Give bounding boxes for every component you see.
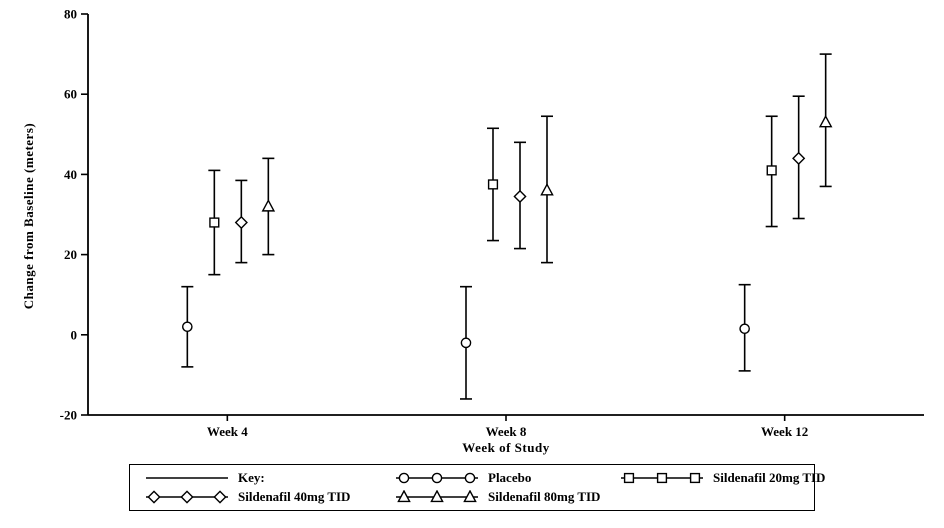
diamond-icon (213, 489, 227, 504)
legend-item-sildenafil-80mg-swatch (394, 489, 480, 504)
errorbar-circle-week-12-marker (739, 323, 750, 335)
legend-item-sildenafil-40mg: Sildenafil 40mg TID (144, 489, 394, 505)
y-tick-label: 40 (64, 167, 77, 182)
square-legend-swatch (621, 472, 703, 483)
triangle-icon (397, 489, 411, 502)
y-tick-label: 0 (71, 327, 78, 342)
triangle-icon (430, 489, 444, 502)
legend-item-placebo-swatch (394, 471, 480, 485)
circle-icon (398, 472, 410, 483)
legend-item-sildenafil-80mg: Sildenafil 80mg TID (394, 489, 619, 505)
circle-legend-swatch (396, 472, 478, 483)
errorbar-square-week-12-marker (766, 165, 777, 176)
errorbar-circle-week-8-marker (460, 337, 472, 349)
errorbar-diamond-week-8-marker (513, 189, 527, 204)
legend-item-sildenafil-80mg-label: Sildenafil 80mg TID (488, 488, 601, 504)
x-axis-title: Week of Study (462, 440, 550, 455)
y-tick-label: 80 (64, 7, 77, 22)
errorbar-triangle-week-4-marker (261, 199, 276, 212)
y-tick-label: 20 (64, 247, 77, 262)
legend-item-sildenafil-40mg-label: Sildenafil 40mg TID (238, 488, 351, 504)
diamond-icon (180, 489, 194, 504)
errorbar-triangle-week-12-marker (818, 114, 833, 128)
x-tick-label: Week 8 (486, 424, 527, 439)
square-icon (656, 472, 668, 483)
legend-item-sildenafil-20mg-label: Sildenafil 20mg TID (713, 469, 826, 485)
square-icon (623, 472, 635, 483)
errorbar-square-week-4-marker (209, 217, 220, 228)
errorbar-triangle-week-8-marker (540, 182, 554, 196)
legend-key: Key: (144, 470, 394, 486)
legend-item-sildenafil-20mg: Sildenafil 20mg TID (619, 470, 825, 486)
legend-item-placebo-label: Placebo (488, 469, 532, 485)
x-tick-label: Week 4 (207, 424, 248, 439)
legend-key-label: Key: (238, 469, 265, 485)
legend-row-2: Sildenafil 40mg TID Sildenafil 80mg TID (144, 487, 800, 506)
circle-icon (431, 472, 443, 483)
diamond-legend-swatch (146, 489, 228, 504)
triangle-legend-swatch (396, 489, 478, 502)
y-tick-label: -20 (60, 408, 77, 423)
chart-canvas: -20 0 20 40 60 80 Week 4 Week 8 Week 12 (60, 7, 924, 439)
errorbar-diamond-week-12-marker (792, 151, 806, 165)
chart-legend: Key: Placebo Sildenafil 20mg TID Sildenafil… (129, 464, 825, 511)
line-legend-swatch (146, 476, 228, 479)
legend-item-sildenafil-20mg-swatch (619, 471, 705, 485)
errorbar-square-week-8-marker (487, 179, 499, 190)
y-tick-label: 60 (64, 87, 77, 102)
y-axis-title: Change from Baseline (meters) (21, 122, 36, 310)
x-tick-label: Week 12 (761, 424, 808, 439)
errorbar-circle-week-4-marker (182, 321, 193, 333)
legend-row-1: Key: Placebo Sildenafil 20mg TID (144, 468, 825, 487)
circle-icon (464, 472, 476, 483)
legend-key-swatch (144, 471, 230, 485)
square-icon (689, 472, 701, 483)
errorbar-diamond-week-4-marker (234, 215, 248, 230)
legend-item-sildenafil-40mg-swatch (144, 489, 230, 504)
legend-item-placebo: Placebo (394, 470, 619, 486)
diamond-icon (147, 489, 161, 504)
triangle-icon (463, 489, 477, 502)
